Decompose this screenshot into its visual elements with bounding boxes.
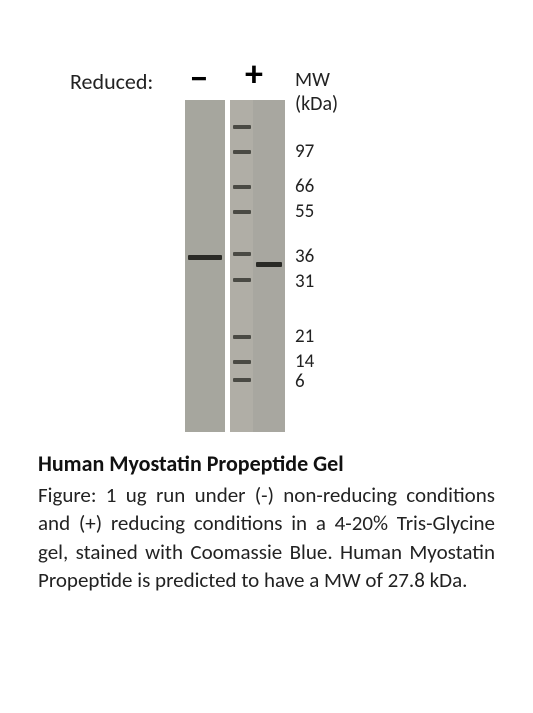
ladder-band [233, 185, 251, 189]
lane-non-reducing [185, 100, 225, 432]
mw-header: MW [295, 68, 330, 92]
caption-body: Figure: 1 ug run under (-) non-reducing … [38, 481, 495, 594]
kda-header: (kDa) [295, 92, 338, 116]
figure-caption: Human Myostatin Propeptide Gel Figure: 1… [38, 450, 495, 594]
mw-value: 31 [295, 270, 314, 293]
sample-band-reducing [256, 262, 282, 267]
mw-value: 36 [295, 245, 314, 268]
ladder-band [233, 278, 251, 282]
ladder-band [233, 378, 251, 382]
mw-value: 55 [295, 200, 314, 223]
sample-band-non-reducing [188, 255, 222, 260]
ladder-band [233, 252, 251, 256]
ladder-band [233, 360, 251, 364]
gel-figure: Reduced: − + MW (kDa) 976655363121146 [70, 60, 470, 440]
mw-value: 21 [295, 325, 314, 348]
ladder-band [233, 210, 251, 214]
caption-title: Human Myostatin Propeptide Gel [38, 450, 495, 477]
mw-value: 6 [295, 370, 305, 393]
minus-symbol: − [190, 60, 208, 96]
plus-symbol: + [245, 56, 263, 92]
ladder-band [233, 150, 251, 154]
ladder-band [233, 335, 251, 339]
mw-value: 97 [295, 140, 314, 163]
mw-value: 66 [295, 175, 314, 198]
reduced-label: Reduced: [70, 68, 153, 95]
ladder-band [233, 125, 251, 129]
